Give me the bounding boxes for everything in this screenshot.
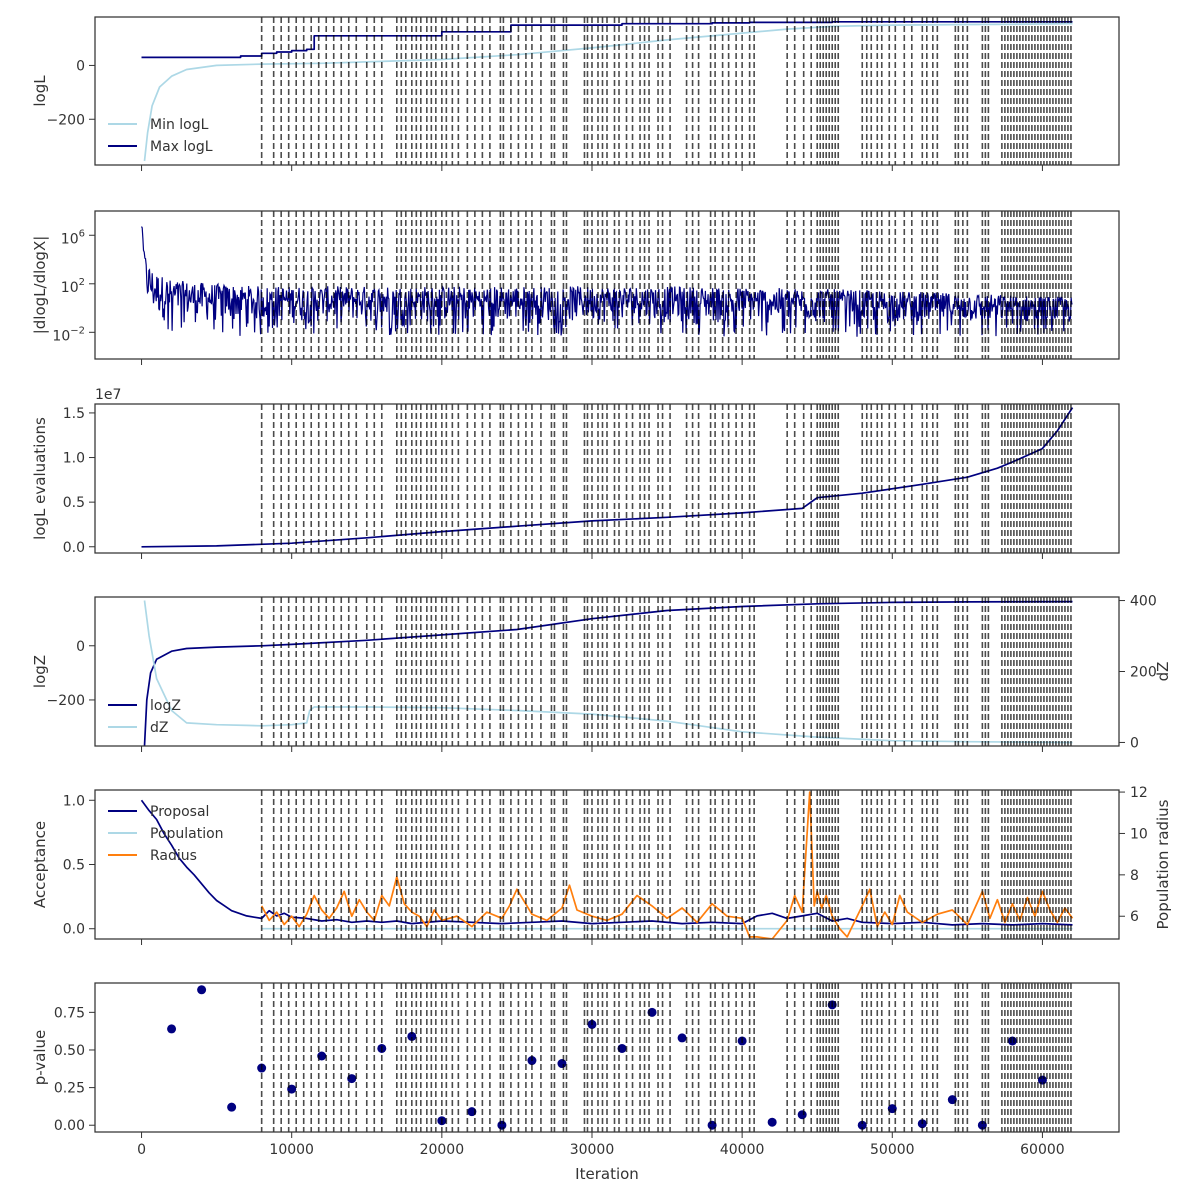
y-tick-label: 1.5 <box>63 406 85 422</box>
logl-series-min-logl <box>143 22 1073 162</box>
x-axis-label: Iteration <box>575 1165 639 1183</box>
evals-series-0 <box>141 407 1074 548</box>
y-tick-label: 0.5 <box>63 495 85 511</box>
accept-legend-label: Radius <box>150 848 197 864</box>
accept-legend-label: Population <box>150 826 224 842</box>
panel-logl: 0 −200 logL Min logL Max logL <box>31 16 1120 171</box>
accept-legend-label: Proposal <box>150 804 209 820</box>
y-tick-label: 1.0 <box>63 793 85 809</box>
accept-series-radius <box>260 791 1074 939</box>
y-tick-label: 1.0 <box>63 451 85 467</box>
logz-legend-label: dZ <box>150 720 168 736</box>
pvalue-point <box>197 985 207 995</box>
pvalue-point <box>497 1120 507 1130</box>
y2-tick-label: 12 <box>1130 785 1148 801</box>
y-offset-label: 1e7 <box>95 387 121 403</box>
x-tick-label: 10000 <box>269 1142 314 1158</box>
pvalue-point <box>1037 1075 1047 1085</box>
dlogl-frame <box>94 210 1120 360</box>
panel-pvalue: 0 10000 20000 30000 40000 50000 60000 0.00 0.25 0… <box>31 982 1120 1183</box>
logz-plot-area <box>143 597 1073 746</box>
y-axis-label: |dlogL/dlogX| <box>31 236 49 335</box>
y-tick-label: −200 <box>47 112 85 128</box>
y-tick-label: 0 <box>76 639 85 655</box>
evals-frame <box>94 403 1120 554</box>
y2-tick-label: 8 <box>1130 868 1139 884</box>
y-axis-label: p-value <box>31 1030 49 1086</box>
logl-frame <box>94 16 1120 166</box>
dlogl-plot-area <box>140 211 1073 359</box>
y2-tick-label: 200 <box>1130 665 1157 681</box>
pvalue-plot-area <box>167 983 1072 1132</box>
y-tick-label: 0.00 <box>54 1118 85 1134</box>
y-tick-label: 106 <box>61 228 85 247</box>
logl-plot-area <box>141 17 1073 165</box>
y-axis-label: logL <box>31 75 49 107</box>
panel-accept: 0.0 0.5 1.0 12 10 8 6 Acceptance Population radi… <box>31 785 1172 945</box>
x-tick-label: 60000 <box>1020 1142 1065 1158</box>
pvalue-point <box>767 1117 777 1127</box>
x-tick-label: 50000 <box>870 1142 915 1158</box>
pvalue-point <box>227 1102 237 1112</box>
pvalue-point <box>557 1059 567 1069</box>
x-tick-label: 20000 <box>420 1142 465 1158</box>
logl-legend-label: Min logL <box>150 117 209 133</box>
y2-axis-label: Population radius <box>1154 799 1172 929</box>
y2-axis-label: dZ <box>1154 662 1172 682</box>
y-tick-label: 0 <box>76 58 85 74</box>
logl-legend-label: Max logL <box>150 139 213 155</box>
x-tick-label: 0 <box>137 1142 146 1158</box>
pvalue-point <box>167 1024 177 1034</box>
logl-series-max-logl <box>141 20 1073 59</box>
y-tick-label: 0.25 <box>54 1081 85 1097</box>
logz-legend-label: logZ <box>150 698 181 714</box>
pvalue-point <box>407 1031 417 1041</box>
y-tick-label: 0.0 <box>63 540 85 556</box>
logz-series-logz <box>143 600 1073 746</box>
pvalue-point <box>1007 1036 1017 1046</box>
panel-evals: 0.0 0.5 1.0 1.5 logL evaluations 1e7 <box>31 387 1120 559</box>
pvalue-point <box>797 1110 807 1120</box>
x-tick-label: 40000 <box>720 1142 765 1158</box>
pvalue-frame <box>94 982 1120 1133</box>
y-axis-label: Acceptance <box>31 821 49 908</box>
y-tick-label: 10−2 <box>52 325 85 344</box>
y-tick-label: 0.5 <box>63 858 85 874</box>
y-tick-label: 102 <box>61 277 85 296</box>
pvalue-point <box>857 1120 867 1130</box>
x-tick-label: 30000 <box>570 1142 615 1158</box>
evals-plot-area <box>141 404 1074 553</box>
y-tick-label: 0.0 <box>63 922 85 938</box>
y-tick-label: 0.75 <box>54 1005 85 1021</box>
pvalue-point <box>677 1033 687 1043</box>
y2-tick-label: 6 <box>1130 909 1139 925</box>
y-axis-label: logL evaluations <box>31 417 49 540</box>
y2-tick-label: 400 <box>1130 594 1157 610</box>
accept-plot-area <box>140 790 1074 939</box>
y2-tick-label: 10 <box>1130 826 1148 842</box>
y-tick-label: 0.50 <box>54 1043 85 1059</box>
y-axis-label: logZ <box>31 655 49 688</box>
panel-logz: 0 −200 400 200 0 logZ dZ logZ dZ <box>31 594 1172 752</box>
panel-dlogl: 106 102 10−2|dlogL/dlogX| <box>31 210 1120 365</box>
y2-tick-label: 0 <box>1130 735 1139 751</box>
y-tick-label: −200 <box>47 693 85 709</box>
